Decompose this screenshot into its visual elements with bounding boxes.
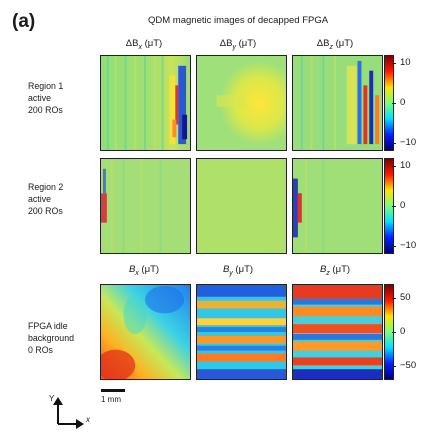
colorbar-tick-label: −10 <box>400 240 417 251</box>
column-header-dbz: ΔBz (μT) <box>316 38 354 51</box>
colorbar-tick-label: 10 <box>400 160 411 171</box>
column-header-dbx: ΔBx (μT) <box>125 38 163 51</box>
column-header-bx: Bx (μT) <box>128 264 160 277</box>
map-region2-dbz <box>292 158 383 254</box>
map-region2-dbx <box>100 158 191 254</box>
colorbar-tick-mark <box>392 166 396 167</box>
map-region1-dby <box>196 55 287 151</box>
axis-x-label: x <box>86 415 90 424</box>
row-label-region-2: Region 2 active 200 ROs <box>28 182 64 216</box>
row-label-idle: FPGA idle background 0 ROs <box>28 321 74 355</box>
colorbar-tick-mark <box>392 206 396 207</box>
map-region2-dby <box>196 158 287 254</box>
map-region1-dbz <box>292 55 383 151</box>
colorbar-tick-mark <box>392 103 396 104</box>
scale-bar-label: 1 mm <box>101 395 121 404</box>
panel-label: (a) <box>12 11 36 32</box>
column-header-bz: Bz (μT) <box>319 264 351 277</box>
colorbar-tick-mark <box>392 332 396 333</box>
map-region1-dbx <box>100 55 191 151</box>
colorbar-tick-mark <box>392 298 396 299</box>
axis-y-label: Y <box>49 394 55 403</box>
colorbar-tick-mark <box>392 143 396 144</box>
column-header-by: By (μT) <box>222 264 254 277</box>
colorbar-tick-label: −50 <box>400 360 417 371</box>
colorbar-tick-label: −10 <box>400 137 417 148</box>
colorbar-tick-label: 0 <box>400 326 406 337</box>
axes-orientation-icon <box>44 394 92 430</box>
map-idle-bz <box>292 284 383 380</box>
colorbar-tick-label: 50 <box>400 292 411 303</box>
colorbar-tick-label: 0 <box>400 200 406 211</box>
colorbar-tick-label: 0 <box>400 97 406 108</box>
scale-bar <box>101 389 125 392</box>
colorbar-tick-mark <box>392 246 396 247</box>
column-header-dby: ΔBy (μT) <box>219 38 257 51</box>
map-idle-by <box>196 284 287 380</box>
colorbar-tick-mark <box>392 63 396 64</box>
map-idle-bx <box>100 284 191 380</box>
figure-title: QDM magnetic images of decapped FPGA <box>148 15 329 26</box>
row-label-region-1: Region 1 active 200 ROs <box>28 81 64 115</box>
colorbar-tick-label: 10 <box>400 57 411 68</box>
colorbar-tick-mark <box>392 366 396 367</box>
